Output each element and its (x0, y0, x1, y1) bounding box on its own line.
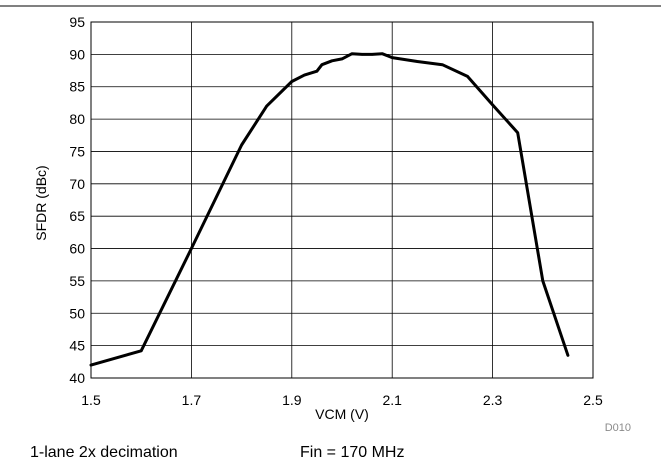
data-point (320, 63, 324, 66)
data-point (566, 354, 570, 357)
x-tick-label: 2.1 (382, 392, 402, 408)
y-tick-label: 85 (69, 79, 85, 95)
data-point (466, 75, 469, 78)
plot-frame (90, 21, 594, 379)
data-point (350, 52, 354, 55)
y-tick-label: 40 (69, 370, 85, 386)
data-point (370, 53, 374, 56)
data-point (330, 59, 334, 63)
y-tick-label: 50 (69, 305, 85, 321)
data-point (303, 73, 306, 77)
data-point (441, 63, 444, 66)
y-tick-label: 45 (69, 338, 85, 354)
x-tick-label: 2.3 (483, 392, 503, 408)
x-tick-label: 1.7 (182, 392, 202, 408)
data-point (140, 349, 143, 353)
y-tick-label: 95 (69, 14, 85, 30)
data-point (416, 60, 419, 63)
data-points (89, 52, 570, 367)
data-point (265, 104, 268, 108)
y-tick-label: 80 (69, 111, 85, 127)
y-tick-label: 65 (69, 208, 85, 224)
data-point (240, 143, 243, 147)
data-point (315, 69, 319, 73)
x-tick-label: 2.5 (583, 392, 603, 408)
sfdr-series-line (89, 52, 570, 367)
data-point (391, 56, 394, 59)
data-point (290, 80, 293, 83)
x-tick-label: 1.5 (81, 392, 101, 408)
figure-id-label: D010 (605, 422, 631, 434)
y-tick-label: 75 (69, 143, 85, 159)
y-tick-labels: 40 45 50 55 60 65 70 75 80 85 90 95 (69, 14, 85, 386)
data-point (541, 279, 544, 283)
y-tick-label: 90 (69, 46, 85, 62)
data-point (190, 247, 193, 250)
x-axis-title: VCM (V) (315, 406, 369, 422)
caption-decimation-mode: 1-lane 2x decimation (30, 444, 178, 461)
y-tick-label: 55 (69, 273, 85, 289)
data-point (491, 103, 494, 107)
caption-input-frequency: Fin = 170 MHz (300, 444, 404, 461)
y-tick-label: 70 (69, 176, 85, 192)
x-tick-labels: 1.5 1.7 1.9 2.1 2.3 2.5 (81, 392, 603, 408)
y-tick-label: 60 (69, 241, 85, 257)
data-point (340, 57, 344, 61)
grid (90, 21, 594, 379)
data-point (360, 53, 364, 56)
x-tick-label: 1.9 (282, 392, 302, 408)
y-axis-title: SFDR (dBc) (33, 165, 49, 240)
data-point (89, 363, 93, 367)
data-point (380, 52, 384, 55)
data-point (516, 131, 519, 134)
